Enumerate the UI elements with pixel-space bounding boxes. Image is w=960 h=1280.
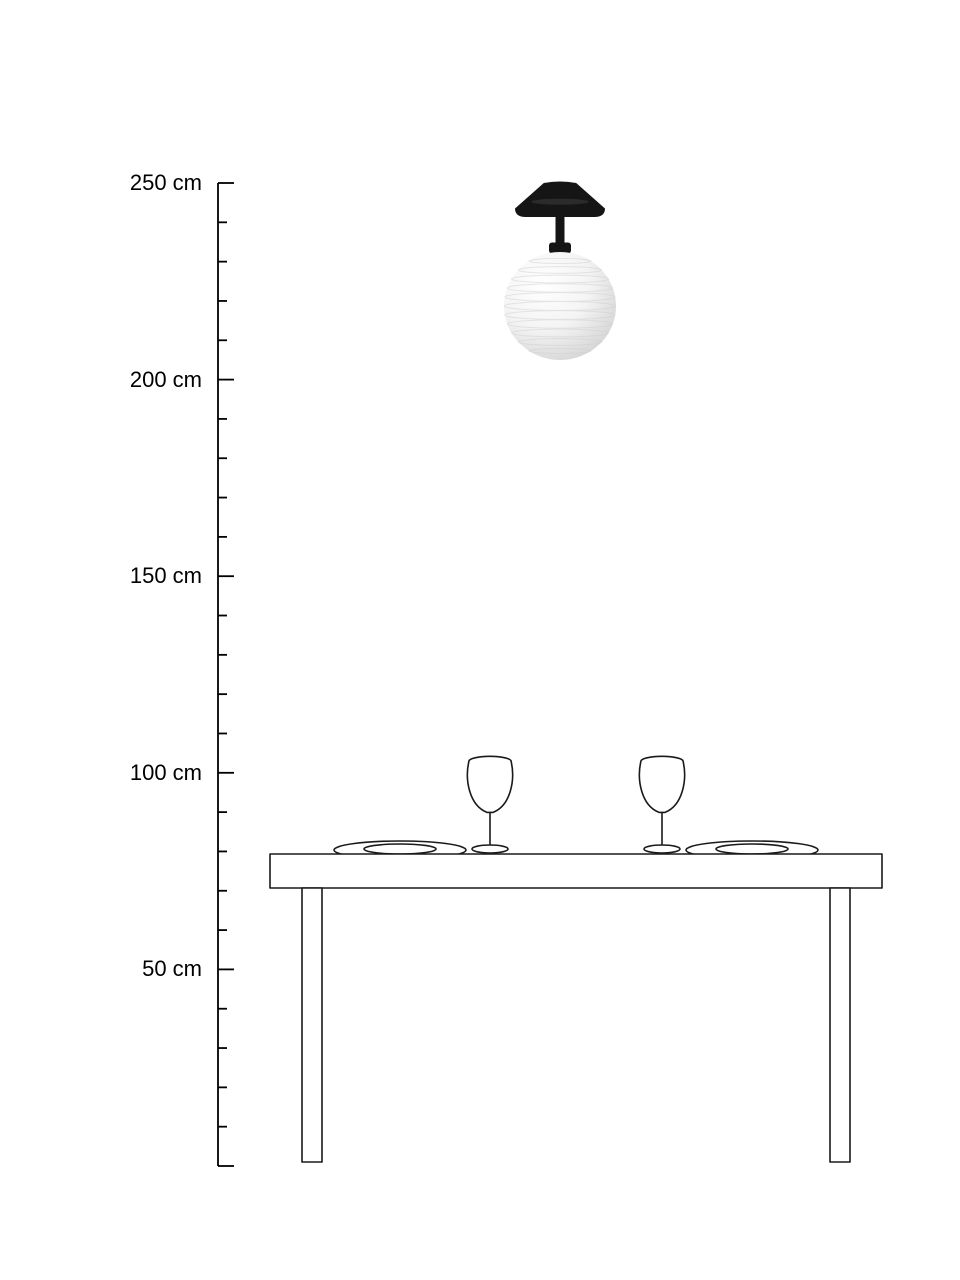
table-leg [830, 888, 850, 1162]
ruler-label: 200 cm [130, 367, 202, 393]
wine-glass [467, 756, 512, 853]
height-ruler [218, 183, 234, 1166]
wine-glass [639, 756, 684, 853]
lamp-connector [549, 243, 571, 254]
dining-table [270, 756, 882, 1162]
ruler-label: 150 cm [130, 563, 202, 589]
size-diagram: 250 cm 200 cm 150 cm 100 cm 50 cm [0, 0, 960, 1280]
lamp-globe [504, 252, 616, 360]
ruler-label: 250 cm [130, 170, 202, 196]
table-top [270, 854, 882, 888]
table-leg [302, 888, 322, 1162]
ruler-label: 50 cm [142, 956, 202, 982]
ruler-label: 100 cm [130, 760, 202, 786]
pendant-lamp [504, 182, 616, 361]
lamp-stem [556, 216, 565, 244]
